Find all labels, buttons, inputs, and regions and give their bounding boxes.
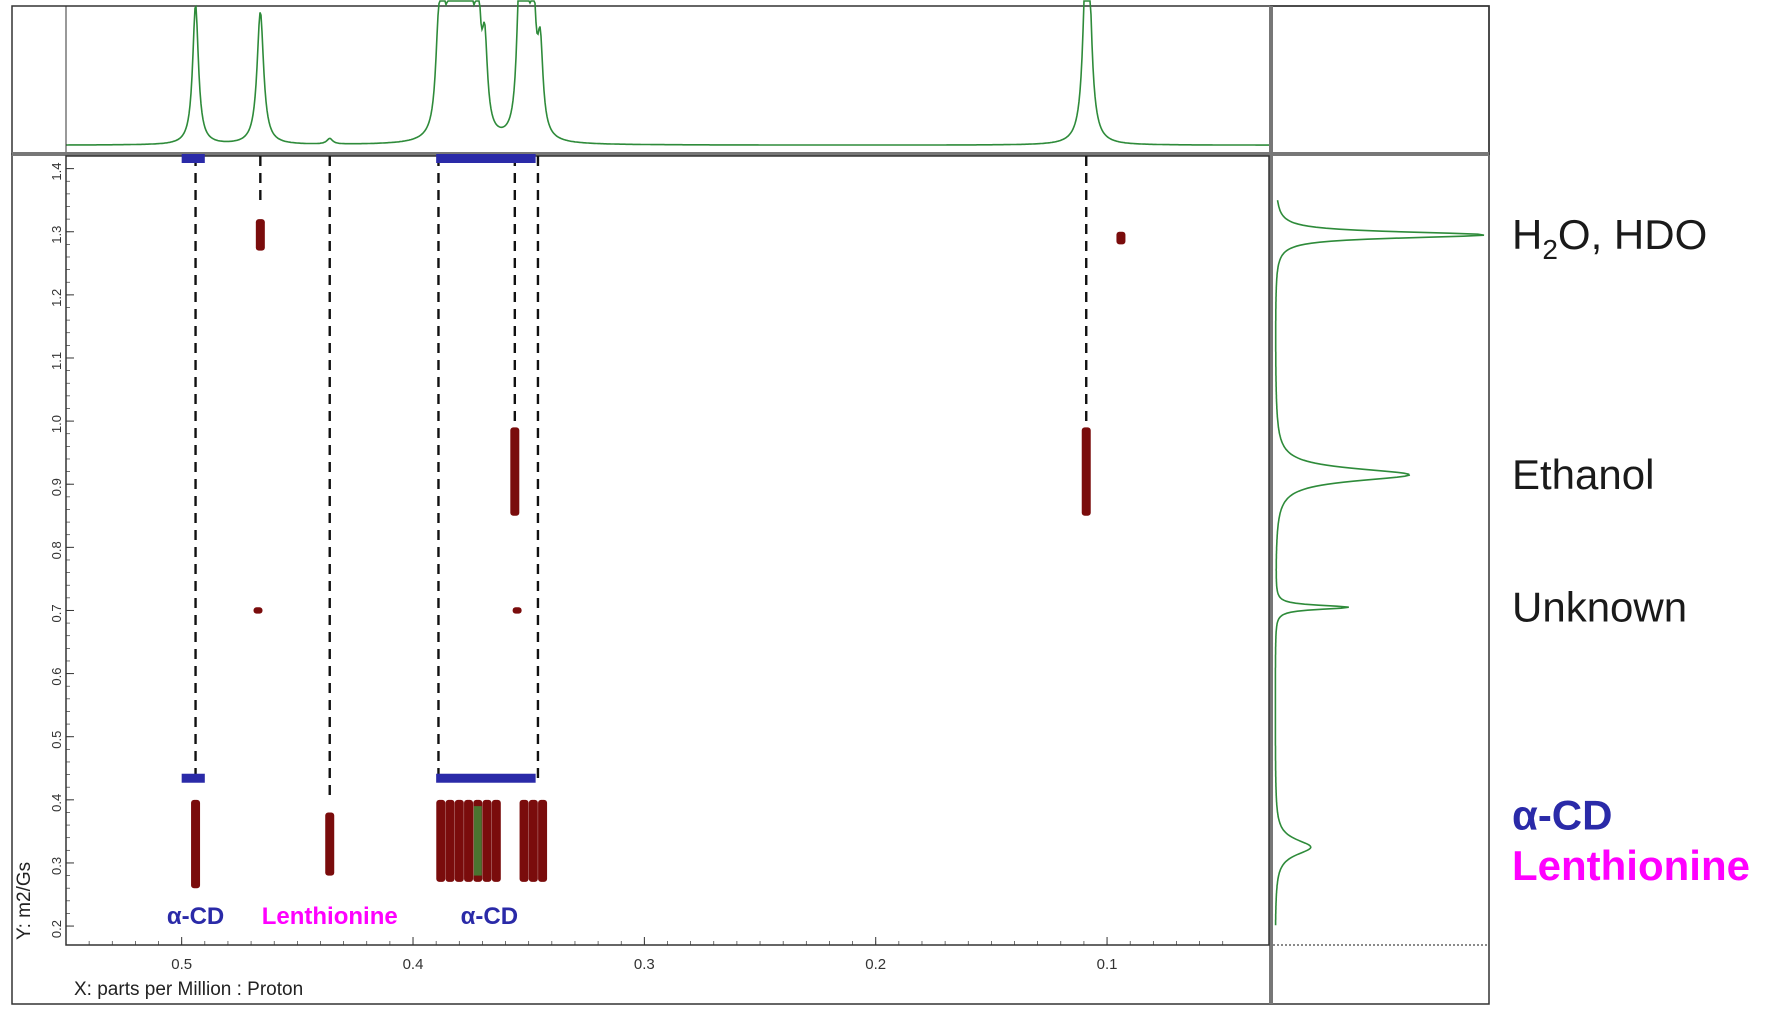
group-bars [181, 154, 536, 783]
bottom-label-2: α-CD [461, 903, 518, 930]
cross-peak-7 [482, 799, 492, 882]
label-unknown: Unknown [1512, 583, 1687, 630]
cross-peaks [191, 219, 1126, 889]
cross-peak-9 [519, 799, 529, 882]
y-tick-label-6: 0.8 [49, 541, 64, 559]
group-bar-top-0 [181, 154, 205, 163]
y-tick-label-3: 0.5 [49, 731, 64, 749]
y-axis-title: Y: m2/Gs [14, 862, 35, 940]
group-bar-bottom-1 [436, 773, 536, 783]
x-tick-label-4: 0.1 [1097, 956, 1118, 973]
cross-peak-8 [491, 799, 501, 882]
cross-peak-12 [255, 219, 265, 251]
y-tick-label-5: 0.7 [49, 604, 64, 622]
group-bar-top-1 [436, 154, 536, 163]
bottom-labels: α-CD Lenthionine α-CD [167, 903, 518, 930]
cross-peak-17 [512, 607, 522, 614]
cross-peak-16 [253, 607, 263, 614]
y-tick-label-11: 1.3 [49, 226, 64, 244]
top-projection [65, 0, 1269, 152]
top-projection-frame [11, 5, 1490, 155]
side-projection-frame-top [1270, 5, 1490, 155]
x-tick-label-1: 0.4 [403, 956, 424, 973]
h2o-prefix: H [1512, 211, 1542, 258]
cross-peak-14 [510, 427, 520, 516]
cross-peak-10 [528, 799, 538, 882]
cross-peak-overlap [473, 806, 482, 876]
y-tick-label-9: 1.1 [49, 352, 64, 370]
x-tick-label-0: 0.5 [171, 956, 192, 973]
cross-peak-1 [325, 812, 335, 876]
y-tick-label-1: 0.3 [49, 857, 64, 875]
y-tick-label-2: 0.4 [49, 794, 64, 812]
x-axis-title: X: parts per Million : Proton [74, 979, 303, 1000]
label-ethanol: Ethanol [1512, 451, 1654, 498]
plot-area [65, 155, 1270, 946]
bottom-label-0: α-CD [167, 903, 224, 930]
cross-peak-13 [1116, 231, 1126, 245]
side-projection [1274, 200, 1485, 926]
y-tick-label-7: 0.9 [49, 478, 64, 496]
y-tick-label-12: 1.4 [49, 163, 64, 181]
h2o-subscript: 2 [1542, 234, 1558, 265]
h2o-suffix: O, HDO [1558, 211, 1707, 258]
x-tick-label-3: 0.2 [865, 956, 886, 973]
cross-peak-15 [1081, 427, 1091, 516]
main-frame [11, 153, 1490, 1005]
guide-lines [194, 156, 1088, 800]
bottom-label-1: Lenthionine [262, 903, 398, 930]
side-spectrum-line [1274, 200, 1485, 926]
cross-peak-0 [191, 799, 201, 889]
cross-peak-2 [436, 799, 446, 882]
x-axis: 0.5 0.4 0.3 0.2 0.1 [88, 937, 1224, 973]
top-spectrum-line [66, 0, 1269, 146]
label-alpha-cd: α-CD [1512, 792, 1612, 839]
cross-peak-11 [538, 799, 548, 882]
cross-peak-3 [445, 799, 455, 882]
cross-peak-5 [464, 799, 474, 882]
label-lenthionine: Lenthionine [1512, 842, 1750, 889]
y-tick-label-8: 1.0 [49, 415, 64, 433]
y-tick-label-10: 1.2 [49, 289, 64, 307]
y-tick-label-4: 0.6 [49, 668, 64, 686]
y-axis: 0.2 0.3 0.4 0.5 0.6 0.7 0.8 0.9 1.0 1.1 1.2 1.3 1.4 [49, 163, 74, 938]
x-tick-label-2: 0.3 [634, 956, 655, 973]
y-tick-label-0: 0.2 [49, 920, 64, 938]
cross-peak-4 [454, 799, 464, 882]
group-bar-bottom-0 [181, 773, 205, 783]
label-h2o-hdo: H2O, HDO [1512, 211, 1707, 265]
